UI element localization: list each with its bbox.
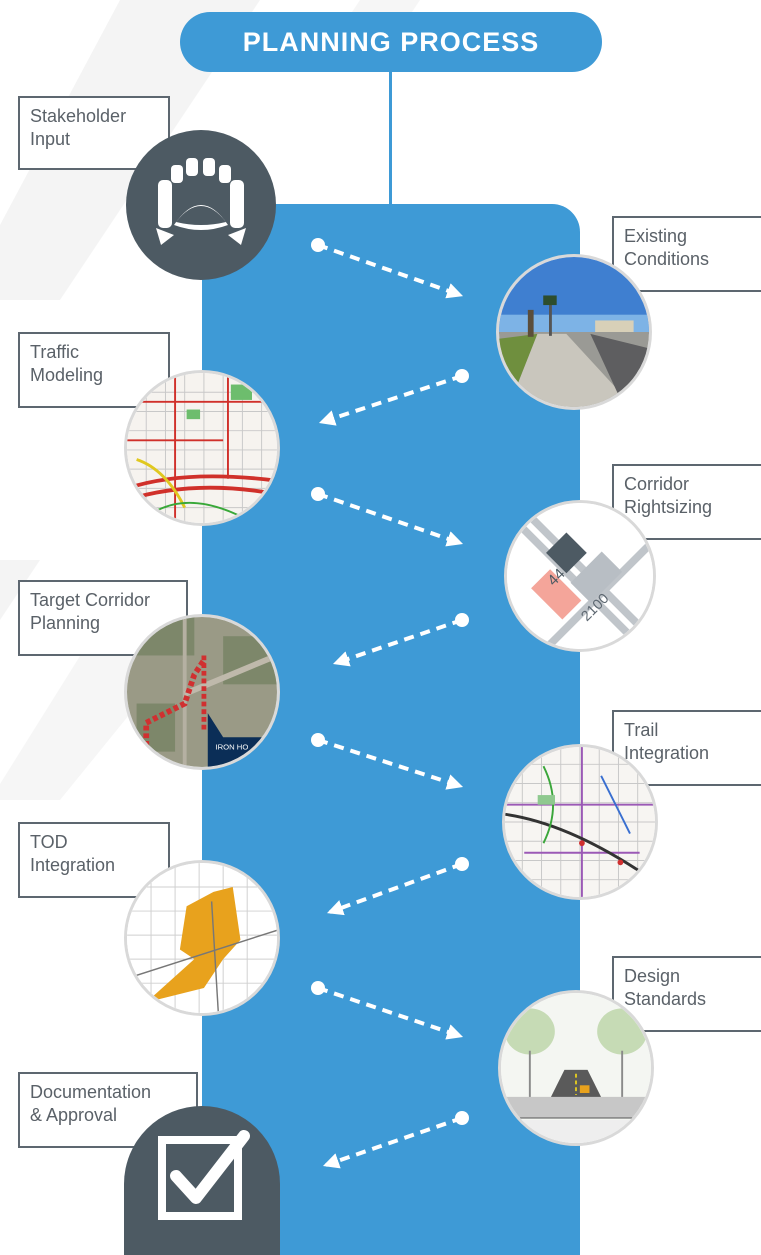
map-label: IRON HO <box>215 743 248 752</box>
flow-arrow-dot <box>311 981 325 995</box>
page-title: PLANNING PROCESS <box>242 26 540 57</box>
checkbox-icon <box>124 1106 280 1255</box>
flow-arrow-dot <box>311 238 325 252</box>
title-banner: PLANNING PROCESS <box>180 12 602 72</box>
step-label-documentation-approval: Documentation & Approval <box>18 1072 198 1148</box>
traffic-map <box>124 370 280 526</box>
flow-arrow-dot <box>455 1111 469 1125</box>
step-label-text: Corridor Rightsizing <box>624 474 713 517</box>
step-label-text: Trail Integration <box>624 720 710 763</box>
conference-table-icon <box>126 130 276 280</box>
flow-arrow-dot <box>455 613 469 627</box>
title-connector-line <box>389 72 392 208</box>
flow-arrow-dot <box>455 857 469 871</box>
step-label-text: Existing Conditions <box>624 226 710 269</box>
flow-arrow-dot <box>311 487 325 501</box>
street-section <box>498 990 654 1146</box>
step-label-text: Target Corridor Planning <box>30 590 151 633</box>
flow-arrow <box>322 1116 463 1169</box>
step-label-text: Documentation & Approval <box>30 1082 152 1125</box>
step-label-traffic-modeling: Traffic Modeling <box>18 332 170 408</box>
tod-map <box>124 860 280 1016</box>
flow-arrow <box>317 492 464 547</box>
flow-arrow <box>326 862 463 916</box>
step-label-target-corridor-planning: Target Corridor Planning <box>18 580 188 656</box>
flow-arrow-dot <box>455 369 469 383</box>
step-label-existing-conditions: Existing Conditions <box>612 216 761 292</box>
step-label-text: Stakeholder Input <box>30 106 127 149</box>
aerial-map: IRON HO <box>124 614 280 770</box>
parcel-diagram: 44 2100 <box>504 500 656 652</box>
flow-arrow-dot <box>311 733 325 747</box>
trail-map <box>502 744 658 900</box>
flow-arrow <box>318 374 463 426</box>
step-label-text: Design Standards <box>624 966 707 1009</box>
flow-arrow <box>317 986 464 1040</box>
flow-arrow <box>332 618 463 667</box>
flow-arrow <box>317 243 464 299</box>
step-label-text: Traffic Modeling <box>30 342 104 385</box>
step-label-text: TOD Integration <box>30 832 116 875</box>
flow-arrow <box>317 738 464 790</box>
